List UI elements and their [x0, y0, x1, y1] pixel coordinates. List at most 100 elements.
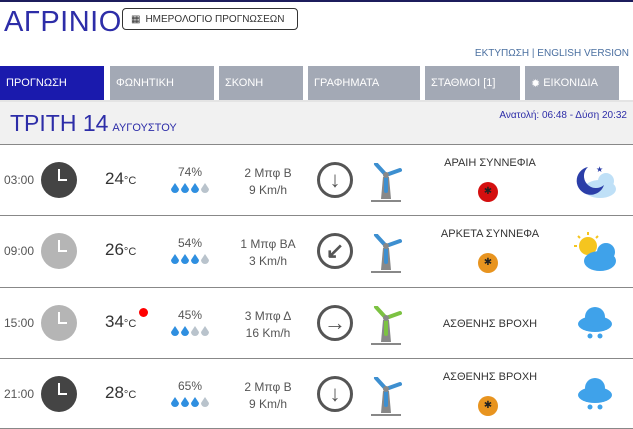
weather-description: ΑΣΘΕΝΗΣ ΒΡΟΧΗ	[442, 318, 538, 330]
forecast-time: 15:00	[4, 316, 35, 330]
temperature-value: 28	[105, 383, 124, 402]
temperature-unit: °C	[123, 175, 137, 187]
sunrise-sunset: Ανατολή: 06:48 - Δύση 20:32	[499, 110, 627, 121]
calendar-button-label: ΗΜΕΡΟΛΟΓΙΟ ΠΡΟΓΝΩΣΕΩΝ	[145, 13, 285, 25]
day-label: ΤΡΙΤΗ 14	[10, 110, 109, 136]
gear-icon: ✹	[531, 77, 541, 90]
wind-direction-arrow-icon: ↙	[317, 233, 353, 269]
tab-label: ΓΡΑΦΗΜΑΤΑ	[314, 77, 380, 89]
tab-label: ΕΙΚΟΝΙΔΙΑ	[543, 77, 598, 89]
forecast-time: 21:00	[4, 387, 35, 401]
mosquito-icon: ✱	[478, 396, 498, 416]
heat-warning-dot	[139, 308, 148, 317]
humidity-drop-icon	[171, 183, 179, 193]
temperature: 24°C	[105, 169, 136, 189]
wind-turbine-icon	[371, 306, 402, 345]
date-heading: ΤΡΙΤΗ 14 ΑΥΓΟΥΣΤΟΥ	[10, 110, 177, 137]
wind-direction-arrow-icon: ↓	[317, 376, 353, 412]
humidity-drop-icon	[191, 326, 199, 336]
temperature-unit: °C	[123, 246, 137, 258]
weather-description: ΑΣΘΕΝΗΣ ΒΡΟΧΗ	[442, 371, 538, 383]
forecast-row: 15:00 34°C 45% 3 Μπφ Δ 16 Km/h → ΑΣΘΕΝΗΣ ΒΡΟΧΗ	[0, 287, 633, 358]
wind-beaufort: 2 Μπφ Β	[244, 166, 292, 180]
print-link[interactable]: ΕΚΤΥΠΩΣΗ	[474, 48, 530, 59]
wind-beaufort: 1 Μπφ ΒΑ	[240, 237, 296, 251]
humidity-drop-icon	[181, 254, 189, 264]
humidity-drop-icon	[171, 326, 179, 336]
humidity-drop-icon	[201, 397, 209, 407]
calendar-icon: ▦	[131, 13, 141, 25]
humidity-drop-icon	[201, 254, 209, 264]
tab-charts[interactable]: ΓΡΑΦΗΜΑΤΑ	[308, 66, 420, 100]
tab-label: ΣΤΑΘΜΟΙ [1]	[431, 77, 496, 89]
tab-stations[interactable]: ΣΤΑΘΜΟΙ [1]	[425, 66, 520, 100]
weather-description: ΑΡΑΙΗ ΣΥΝΝΕΦΙΑ	[444, 157, 536, 169]
night-partly-cloudy-icon: ★	[572, 161, 618, 206]
mosquito-icon: ✱	[478, 253, 498, 273]
forecast-time: 03:00	[4, 173, 35, 187]
wind-speed: 16 Km/h	[245, 326, 291, 340]
clock-icon	[41, 376, 77, 412]
temperature-value: 24	[105, 169, 124, 188]
humidity-value: 74%	[177, 165, 203, 179]
temperature-value: 34	[105, 312, 124, 331]
temperature: 26°C	[105, 240, 136, 260]
tab-label: ΠΡΟΓΝΩΣΗ	[6, 77, 67, 89]
forecast-row: 09:00 26°C 54% 1 Μπφ ΒΑ 3 Km/h ↙ ΑΡΚΕΤΑ ΣΥΝΝΕΦ…	[0, 215, 633, 286]
humidity-drop-icon	[181, 397, 189, 407]
humidity: 65%	[160, 379, 220, 407]
tab-label: ΦΩΝΗΤΙΚΗ	[116, 77, 174, 89]
tab-voice[interactable]: ΦΩΝΗΤΙΚΗ	[110, 66, 214, 100]
temperature-value: 26	[105, 240, 124, 259]
wind: 2 Μπφ Β 9 Km/h	[230, 379, 306, 413]
humidity: 74%	[160, 165, 220, 193]
rain-icon	[572, 304, 618, 349]
wind: 2 Μπφ Β 9 Km/h	[230, 165, 306, 199]
tab-label: ΣΚΟΝΗ	[225, 77, 264, 89]
english-version-link[interactable]: ENGLISH VERSION	[537, 48, 629, 59]
clock-icon	[41, 233, 77, 269]
wind: 1 Μπφ ΒΑ 3 Km/h	[230, 236, 306, 270]
humidity-value: 45%	[177, 308, 203, 322]
wind-direction-arrow-icon: →	[317, 305, 353, 341]
humidity-drop-icon	[191, 183, 199, 193]
clock-icon	[41, 305, 77, 341]
clock-icon	[41, 162, 77, 198]
humidity: 54%	[160, 236, 220, 264]
top-links: ΕΚΤΥΠΩΣΗ | ENGLISH VERSION	[475, 48, 629, 59]
tab-forecast[interactable]: ΠΡΟΓΝΩΣΗ	[0, 66, 104, 100]
month-label: ΑΥΓΟΥΣΤΟΥ	[112, 122, 177, 134]
svg-text:★: ★	[596, 165, 603, 174]
humidity-drop-icon	[181, 183, 189, 193]
forecast-calendar-button[interactable]: ▦ ΗΜΕΡΟΛΟΓΙΟ ΠΡΟΓΝΩΣΕΩΝ	[122, 8, 298, 30]
forecast-row: 03:00 24°C 74% 2 Μπφ Β 9 Km/h ↓ ΑΡΑΙΗ ΣΥΝΝΕΦΙΑ…	[0, 144, 633, 215]
wind-speed: 9 Km/h	[248, 397, 287, 411]
temperature-unit: °C	[123, 318, 137, 330]
humidity-drop-icon	[191, 254, 199, 264]
wind-speed: 3 Km/h	[248, 254, 287, 268]
date-bar	[0, 100, 633, 144]
mosquito-icon: ✱	[478, 182, 498, 202]
temperature: 34°C	[105, 312, 136, 332]
sun-cloud-icon	[572, 232, 618, 277]
wind-turbine-icon	[371, 163, 402, 202]
weather-description: ΑΡΚΕΤΑ ΣΥΝΝΕΦΑ	[440, 228, 540, 240]
humidity-drop-icon	[191, 397, 199, 407]
temperature: 28°C	[105, 383, 136, 403]
humidity-drop-icon	[181, 326, 189, 336]
wind-direction-arrow-icon: ↓	[317, 162, 353, 198]
forecast-time: 09:00	[4, 244, 35, 258]
wind-beaufort: 2 Μπφ Β	[244, 380, 292, 394]
city-title: ΑΓΡΙΝΙΟ	[4, 6, 122, 38]
humidity: 45%	[160, 308, 220, 336]
tab-icons[interactable]: ✹ ΕΙΚΟΝΙΔΙΑ	[525, 66, 619, 100]
humidity-value: 54%	[177, 236, 203, 250]
rain-icon	[572, 375, 618, 420]
wind-speed: 9 Km/h	[248, 183, 287, 197]
humidity-value: 65%	[177, 379, 203, 393]
tab-dust[interactable]: ΣΚΟΝΗ	[219, 66, 303, 100]
wind-turbine-icon	[371, 234, 402, 273]
humidity-drop-icon	[171, 254, 179, 264]
separator: |	[529, 48, 538, 59]
wind-beaufort: 3 Μπφ Δ	[244, 309, 292, 323]
